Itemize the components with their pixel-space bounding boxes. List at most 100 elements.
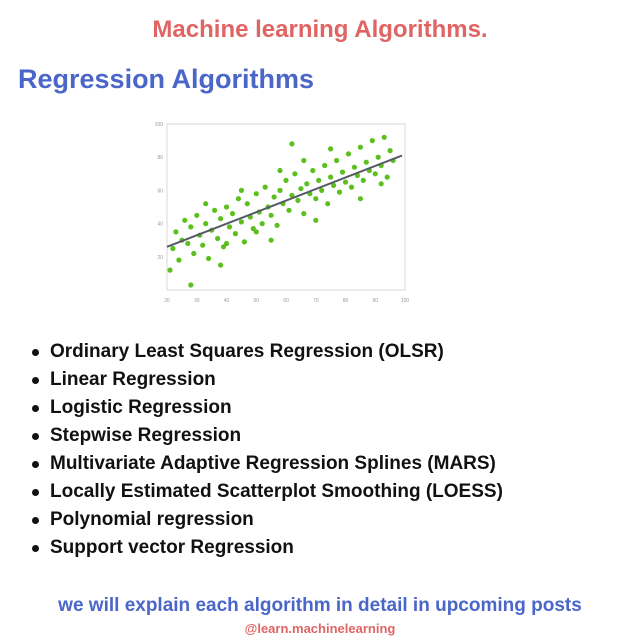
algorithm-item: Linear Regression — [32, 366, 503, 394]
data-point — [271, 194, 277, 200]
regression-line — [166, 154, 403, 248]
data-point — [244, 201, 250, 207]
data-point — [277, 167, 283, 174]
data-point — [274, 222, 280, 228]
y-tick-label: 80 — [157, 155, 163, 161]
algorithm-label: Stepwise Regression — [50, 425, 242, 446]
data-point — [200, 242, 206, 248]
data-point — [304, 181, 310, 187]
bullet-icon — [32, 489, 39, 496]
data-point — [319, 187, 325, 193]
x-tick-label: 20 — [164, 298, 170, 304]
data-point — [238, 219, 244, 225]
algorithm-item: Ordinary Least Squares Regression (OLSR) — [32, 338, 503, 366]
data-point — [363, 159, 369, 165]
data-point — [334, 157, 340, 164]
data-point — [328, 146, 334, 152]
data-point — [173, 229, 179, 235]
algorithm-label: Multivariate Adaptive Regression Splines… — [50, 453, 496, 474]
data-point — [375, 154, 381, 160]
data-point — [176, 257, 182, 263]
data-point — [310, 167, 316, 174]
data-point — [328, 174, 334, 180]
data-point — [289, 141, 295, 147]
data-point — [316, 177, 322, 183]
account-handle: @learn.machinelearning — [244, 621, 396, 636]
data-point — [348, 184, 355, 190]
page-title: Machine learning Algorithms. — [152, 16, 488, 43]
data-point — [232, 231, 238, 237]
data-point — [203, 221, 209, 227]
x-tick-label: 50 — [253, 298, 259, 304]
data-point — [339, 169, 346, 175]
y-tick-label: 20 — [157, 255, 163, 261]
bullet-icon — [32, 349, 39, 356]
data-point — [194, 212, 200, 218]
algorithm-item: Multivariate Adaptive Regression Splines… — [32, 450, 503, 478]
regression-scatter-chart: 20 40 60 80 100 20 30 40 50 60 70 80 90 100 — [155, 122, 409, 304]
data-point — [322, 162, 328, 169]
algorithm-item: Polynomial regression — [32, 506, 503, 534]
algorithm-item: Support vector Regression — [32, 534, 503, 562]
bullet-icon — [32, 517, 39, 524]
data-point — [215, 235, 221, 242]
data-point — [170, 245, 176, 252]
data-point — [188, 224, 194, 230]
data-point — [188, 282, 194, 288]
data-point — [167, 267, 173, 273]
bullet-icon — [32, 545, 39, 552]
algorithm-item: Stepwise Regression — [32, 422, 503, 450]
data-point — [325, 201, 331, 207]
data-point — [387, 148, 393, 154]
data-point — [262, 184, 268, 190]
data-point — [218, 262, 224, 268]
algorithm-list: Ordinary Least Squares Regression (OLSR)… — [32, 338, 503, 562]
data-point — [283, 177, 289, 183]
data-point — [313, 217, 319, 223]
data-point — [301, 157, 307, 164]
y-tick-label: 60 — [157, 188, 163, 194]
x-tick-label: 80 — [343, 298, 349, 304]
data-point — [298, 186, 304, 192]
algorithm-item: Logistic Regression — [32, 394, 503, 422]
bullet-icon — [32, 405, 39, 412]
data-point — [336, 189, 343, 195]
data-point — [381, 134, 387, 140]
x-tick-label: 30 — [194, 298, 200, 304]
data-point — [351, 164, 357, 170]
data-point — [342, 179, 349, 185]
data-point — [289, 192, 295, 198]
data-point — [268, 212, 274, 218]
data-point — [277, 187, 283, 193]
data-point — [203, 201, 209, 207]
data-point — [360, 177, 366, 183]
data-point — [331, 182, 337, 188]
data-point — [212, 207, 218, 213]
bullet-icon — [32, 461, 39, 468]
data-point — [369, 138, 375, 144]
data-point — [301, 211, 307, 217]
data-point — [372, 171, 378, 177]
algorithm-label: Ordinary Least Squares Regression (OLSR) — [50, 341, 444, 362]
data-point — [268, 237, 274, 243]
data-point — [223, 240, 230, 247]
data-point — [206, 255, 212, 262]
data-point — [384, 174, 390, 180]
data-point — [223, 204, 230, 210]
plot-area — [166, 123, 406, 291]
data-point — [182, 217, 188, 223]
data-point — [220, 244, 227, 250]
bullet-icon — [32, 433, 39, 440]
x-tick-label: 40 — [224, 298, 230, 304]
data-point — [250, 226, 256, 232]
data-point — [286, 207, 292, 213]
x-tick-label: 90 — [372, 298, 378, 304]
data-point — [238, 187, 244, 193]
data-point — [378, 181, 384, 187]
data-point — [229, 211, 236, 217]
data-point — [253, 191, 259, 197]
algorithm-label: Logistic Regression — [50, 397, 232, 418]
y-tick-label: 40 — [157, 222, 163, 228]
x-tick-label: 60 — [283, 298, 289, 304]
data-point — [357, 144, 363, 150]
